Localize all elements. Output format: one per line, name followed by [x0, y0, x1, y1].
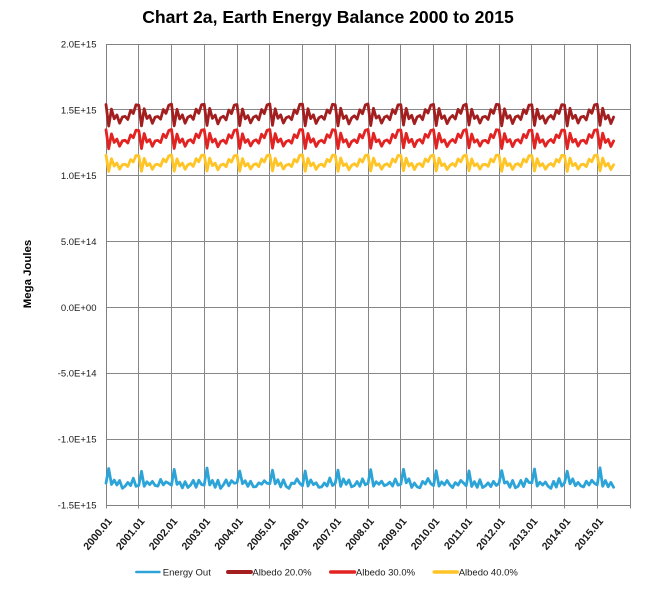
svg-text:Albedo 20.0%: Albedo 20.0%	[252, 568, 312, 579]
svg-text:2.0E+15: 2.0E+15	[61, 39, 97, 50]
svg-text:Mega Joules: Mega Joules	[22, 240, 34, 308]
svg-text:0.0E+00: 0.0E+00	[61, 303, 97, 314]
svg-text:Chart 2a, Earth Energy Balance: Chart 2a, Earth Energy Balance 2000 to 2…	[142, 7, 514, 27]
svg-text:Albedo 30.0%: Albedo 30.0%	[356, 568, 416, 579]
svg-text:-1.5E+15: -1.5E+15	[58, 500, 97, 511]
svg-text:Albedo 40.0%: Albedo 40.0%	[459, 568, 519, 579]
svg-text:5.0E+14: 5.0E+14	[61, 237, 97, 248]
svg-text:1.0E+15: 1.0E+15	[61, 171, 97, 182]
svg-text:1.5E+15: 1.5E+15	[61, 105, 97, 116]
svg-text:-1.0E+15: -1.0E+15	[58, 435, 97, 446]
svg-text:Energy Out: Energy Out	[163, 568, 211, 579]
svg-text:-5.0E+14: -5.0E+14	[58, 369, 97, 380]
